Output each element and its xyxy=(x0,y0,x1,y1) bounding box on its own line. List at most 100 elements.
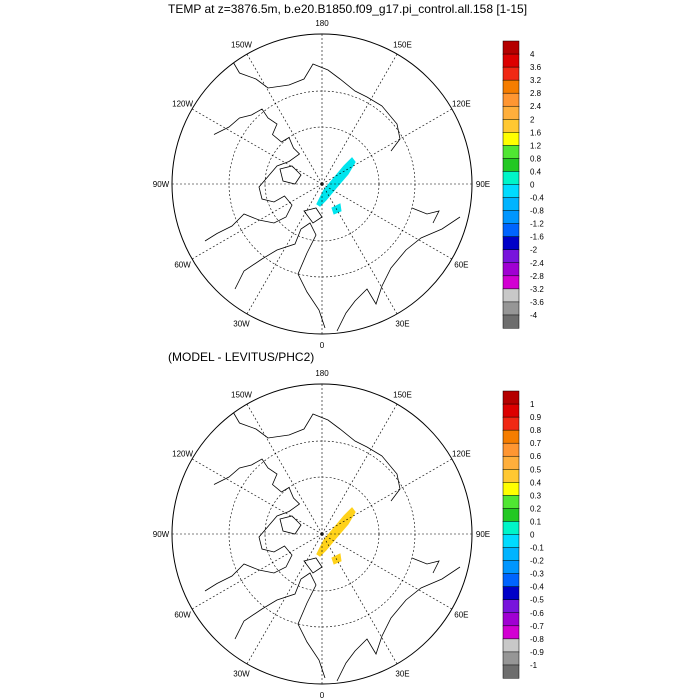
colorbar-box xyxy=(502,664,520,679)
meridian-line xyxy=(321,533,398,665)
colorbar-box xyxy=(502,275,520,290)
meridian-line xyxy=(246,533,323,665)
colorbar-box xyxy=(502,416,520,431)
longitude-label: 0 xyxy=(320,341,325,350)
colorbar-box xyxy=(502,92,520,107)
anomaly-patch xyxy=(316,507,356,565)
longitude-label: 90E xyxy=(476,530,490,539)
longitude-label: 60E xyxy=(454,261,468,270)
colorbar-label: 2.4 xyxy=(530,102,542,111)
colorbar-label: -3.6 xyxy=(530,298,544,307)
colorbar-label: 0.4 xyxy=(530,168,542,177)
colorbar-label: -0.8 xyxy=(530,207,544,216)
longitude-label: 60W xyxy=(174,261,191,270)
coastline xyxy=(336,566,461,682)
colorbar-label: -0.1 xyxy=(530,544,544,553)
colorbar-label: -2 xyxy=(530,246,538,255)
colorbar-box xyxy=(502,482,520,496)
colorbar-box xyxy=(502,145,520,159)
colorbar-box xyxy=(502,612,520,627)
longitude-label: 150E xyxy=(393,41,412,50)
longitude-label: 30W xyxy=(233,319,250,328)
meridian-line xyxy=(321,458,453,535)
colorbar-box xyxy=(502,40,520,55)
colorbar-box xyxy=(502,469,520,483)
meridian-line xyxy=(246,53,323,185)
colorbar-label: -0.2 xyxy=(530,557,544,566)
colorbar-box xyxy=(502,119,520,133)
polar-map-top: 180 150E 120E 90E 60E 30E 0 30W 60W 90W 120W 150W xyxy=(153,19,490,350)
colorbar-label: 0.1 xyxy=(530,518,542,527)
coastline xyxy=(234,572,326,679)
colorbar-label: 0.2 xyxy=(530,504,542,513)
colorbar-box xyxy=(502,495,520,509)
longitude-label: 120E xyxy=(452,100,471,109)
colorbar-label: 1.6 xyxy=(530,128,542,137)
meridian-line xyxy=(191,108,323,185)
coastline xyxy=(234,222,326,329)
island-outline xyxy=(303,557,323,574)
colorbar-box xyxy=(502,521,520,536)
coastline xyxy=(336,216,461,332)
coastline xyxy=(204,108,301,242)
longitude-label: 60W xyxy=(174,611,191,620)
colorbar-label: 0 xyxy=(530,181,535,190)
anomaly-patch xyxy=(316,157,356,215)
colorbar-label: -0.3 xyxy=(530,570,544,579)
longitude-label: 90W xyxy=(153,530,170,539)
longitude-label: 60E xyxy=(454,611,468,620)
colorbar-box xyxy=(502,184,520,199)
longitude-label: 180 xyxy=(315,19,329,28)
colorbar-box xyxy=(502,132,520,146)
colorbar-box xyxy=(502,53,520,68)
colorbar-label: -0.4 xyxy=(530,194,544,203)
colorbar-label: -0.5 xyxy=(530,596,544,605)
colorbar-box xyxy=(502,223,520,238)
coastline xyxy=(228,54,401,152)
colorbar-label: 4 xyxy=(530,50,535,59)
colorbar-label: 2 xyxy=(530,115,535,124)
longitude-label: 150E xyxy=(393,391,412,400)
meridian-line xyxy=(191,458,323,535)
colorbar-box xyxy=(502,158,520,173)
longitude-label: 150W xyxy=(231,391,252,400)
colorbar-box xyxy=(502,442,520,457)
colorbar-box xyxy=(502,288,520,303)
polar-map-bottom: 180 150E 120E 90E 60E 30E 0 30W 60W 90W 120W 150W xyxy=(153,369,490,700)
meridian-line xyxy=(321,403,398,535)
colorbar-box xyxy=(502,314,520,329)
colorbar-box xyxy=(502,236,520,251)
meridian-line xyxy=(321,533,453,610)
colorbar-box xyxy=(502,249,520,264)
coastline xyxy=(411,557,440,574)
island-outline xyxy=(303,207,323,224)
colorbar-label: -2.8 xyxy=(530,272,544,281)
colorbar-label: -0.4 xyxy=(530,583,544,592)
longitude-label: 120W xyxy=(172,100,193,109)
longitude-label: 90W xyxy=(153,180,170,189)
longitude-label: 90E xyxy=(476,180,490,189)
colorbar-box xyxy=(502,429,520,444)
colorbar-box xyxy=(502,573,520,588)
colorbar-label: -0.7 xyxy=(530,622,544,631)
meridian-line xyxy=(246,403,323,535)
longitude-label: 180 xyxy=(315,369,329,378)
colorbar-label: -0.6 xyxy=(530,609,544,618)
colorbar-label: -1 xyxy=(530,661,538,670)
colorbar-label: 1 xyxy=(530,400,535,409)
colorbar-box xyxy=(502,105,520,120)
colorbar-label: -1.2 xyxy=(530,220,544,229)
colorbar-label: 3.2 xyxy=(530,76,542,85)
colorbar-label: 2.8 xyxy=(530,89,542,98)
colorbar-label: -4 xyxy=(530,311,538,320)
colorbar-box xyxy=(502,508,520,523)
colorbar-bottom: 1 0.9 0.8 0.7 0.6 0.5 0.4 0.3 0.2 0.1 0 -0.1 -0.2 -0.… xyxy=(502,390,544,679)
colorbar-label: 0.9 xyxy=(530,413,542,422)
longitude-label: 120E xyxy=(452,450,471,459)
island-outline xyxy=(279,165,302,185)
colorbar-box xyxy=(502,66,520,81)
colorbar-box xyxy=(502,79,520,94)
colorbar-label: 1.2 xyxy=(530,141,542,150)
map-title-bottom: (MODEL - LEVITUS/PHC2) xyxy=(168,350,315,364)
